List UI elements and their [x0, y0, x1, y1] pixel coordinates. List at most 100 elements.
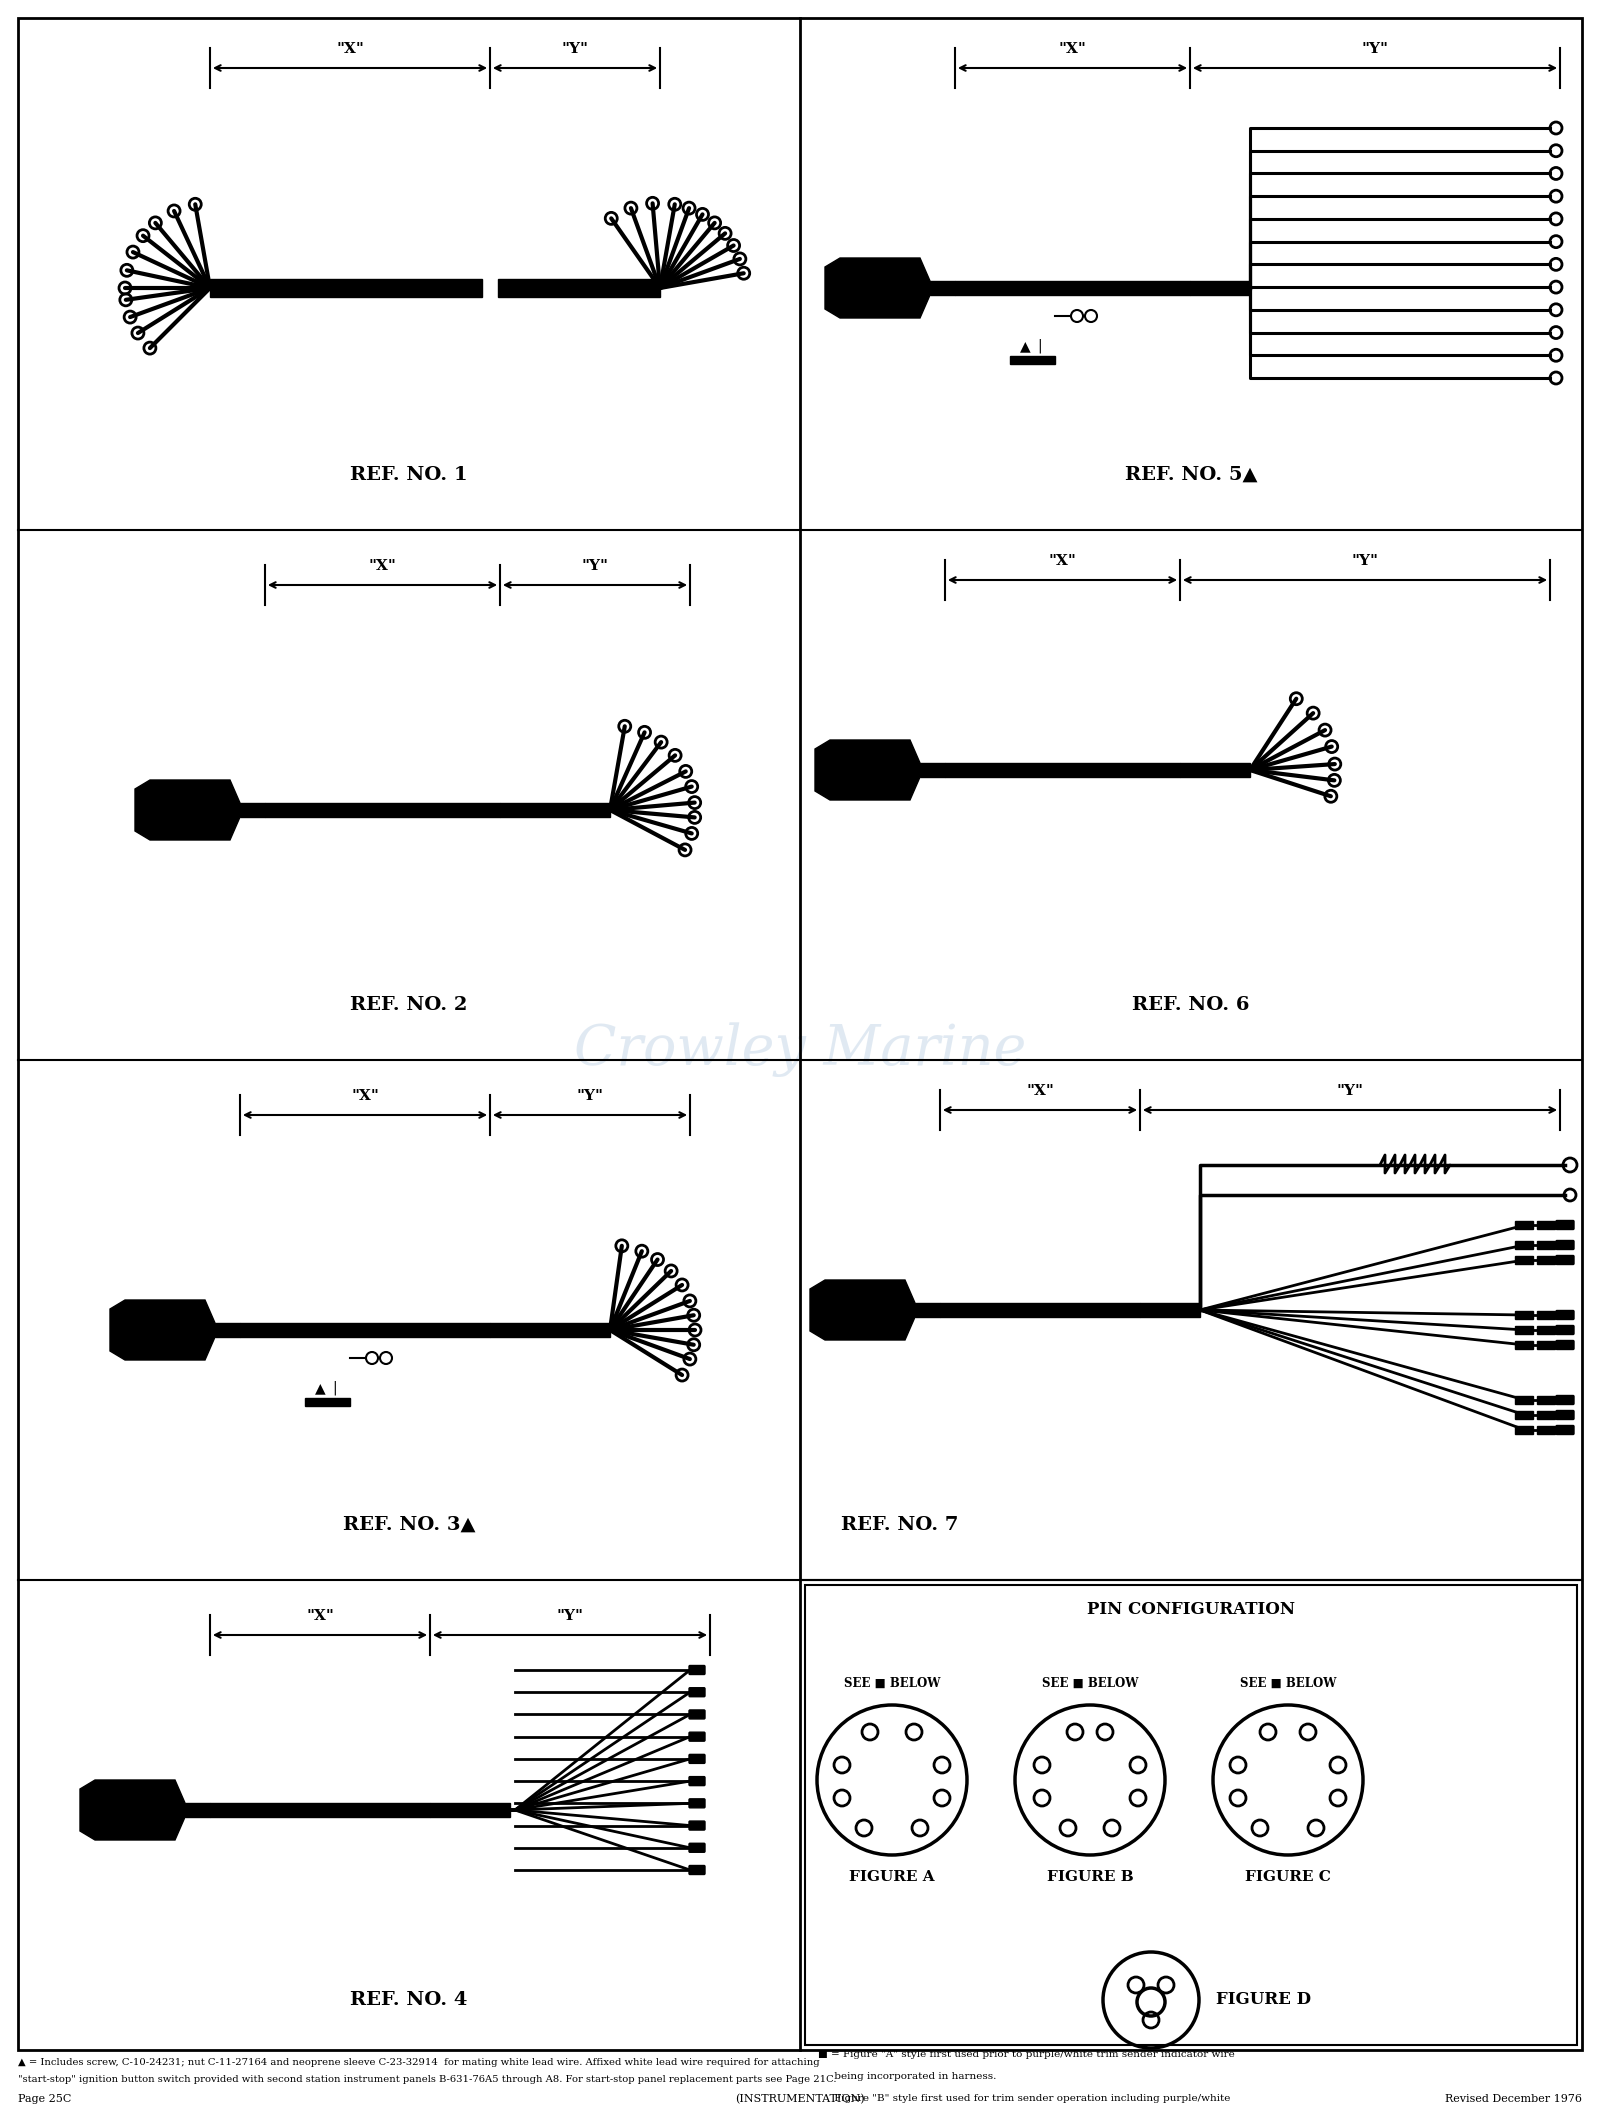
FancyBboxPatch shape — [1555, 1324, 1574, 1335]
Bar — [240, 804, 266, 816]
Bar — [1515, 1341, 1533, 1350]
Text: "X": "X" — [1059, 42, 1086, 57]
Bar — [1515, 1240, 1533, 1249]
FancyBboxPatch shape — [1555, 1341, 1574, 1350]
FancyBboxPatch shape — [690, 1866, 706, 1875]
FancyBboxPatch shape — [690, 1776, 706, 1786]
FancyBboxPatch shape — [690, 1843, 706, 1852]
Text: SEE ■ BELOW: SEE ■ BELOW — [1240, 1677, 1336, 1689]
FancyBboxPatch shape — [690, 1687, 706, 1698]
Text: FIGURE B: FIGURE B — [1046, 1871, 1133, 1883]
Bar — [430, 1803, 510, 1818]
Bar — [1010, 356, 1054, 365]
Text: Crowley Marine: Crowley Marine — [574, 1023, 1026, 1078]
Bar — [1538, 1327, 1555, 1335]
FancyBboxPatch shape — [690, 1710, 706, 1719]
Bar — [1515, 1221, 1533, 1230]
Bar — [1515, 1396, 1533, 1405]
Bar — [210, 278, 482, 297]
Text: "X": "X" — [350, 1088, 379, 1103]
Text: (INSTRUMENTATION): (INSTRUMENTATION) — [734, 2094, 866, 2105]
FancyBboxPatch shape — [1555, 1396, 1574, 1405]
Text: REF. NO. 2: REF. NO. 2 — [350, 995, 467, 1014]
Text: "Y": "Y" — [1336, 1084, 1363, 1099]
FancyBboxPatch shape — [1555, 1426, 1574, 1434]
Bar — [214, 1322, 240, 1337]
Text: being incorporated in harness.: being incorporated in harness. — [818, 2071, 997, 2082]
Bar — [805, 1586, 1578, 2046]
FancyBboxPatch shape — [1555, 1221, 1574, 1230]
Text: REF. NO. 4: REF. NO. 4 — [350, 1991, 467, 2010]
FancyBboxPatch shape — [1555, 1240, 1574, 1249]
Bar — [186, 1803, 210, 1818]
Text: "Y": "Y" — [1352, 555, 1379, 567]
Bar — [920, 763, 946, 776]
Polygon shape — [810, 1280, 915, 1339]
Text: "Y": "Y" — [576, 1088, 603, 1103]
FancyBboxPatch shape — [1555, 1411, 1574, 1419]
Text: REF. NO. 7: REF. NO. 7 — [842, 1516, 958, 1533]
Text: "Y": "Y" — [581, 559, 608, 574]
Text: "X": "X" — [336, 42, 363, 57]
Polygon shape — [80, 1780, 186, 1839]
Text: "Y": "Y" — [562, 42, 589, 57]
Text: |: | — [333, 1381, 338, 1396]
Text: FIGURE C: FIGURE C — [1245, 1871, 1331, 1883]
Bar — [306, 1398, 350, 1407]
Text: ▲ = Includes screw, C-10-24231; nut C-11-27164 and neoprene sleeve C-23-32914  f: ▲ = Includes screw, C-10-24231; nut C-11… — [18, 2058, 819, 2067]
Text: "start-stop" ignition button switch provided with second station instrument pane: "start-stop" ignition button switch prov… — [18, 2075, 837, 2084]
FancyBboxPatch shape — [1555, 1310, 1574, 1320]
FancyBboxPatch shape — [690, 1666, 706, 1675]
Bar — [1538, 1240, 1555, 1249]
Bar — [1538, 1341, 1555, 1350]
Bar — [1515, 1327, 1533, 1335]
Text: "X": "X" — [1026, 1084, 1054, 1099]
Text: "X": "X" — [1048, 555, 1077, 567]
Bar — [915, 1303, 941, 1316]
Bar — [266, 804, 499, 816]
Text: SEE ■ BELOW: SEE ■ BELOW — [1042, 1677, 1138, 1689]
Text: ▲: ▲ — [315, 1381, 325, 1394]
Text: "Y": "Y" — [1362, 42, 1389, 57]
Bar — [1190, 280, 1250, 295]
FancyBboxPatch shape — [690, 1820, 706, 1831]
Text: Page 25C: Page 25C — [18, 2094, 72, 2105]
Text: REF. NO. 1: REF. NO. 1 — [350, 466, 467, 483]
Bar — [1515, 1426, 1533, 1434]
FancyBboxPatch shape — [1555, 1255, 1574, 1265]
Bar — [499, 804, 610, 816]
Text: "X": "X" — [368, 559, 397, 574]
Text: ▲: ▲ — [1019, 340, 1030, 352]
Bar — [1139, 1303, 1200, 1316]
Text: Figure "B" style first used for trim sender operation including purple/white: Figure "B" style first used for trim sen… — [818, 2094, 1230, 2103]
FancyBboxPatch shape — [690, 1731, 706, 1742]
Text: ■ = Figure "A" style first used prior to purple/white trim sender indicator wire: ■ = Figure "A" style first used prior to… — [818, 2050, 1235, 2058]
Text: REF. NO. 6: REF. NO. 6 — [1133, 995, 1250, 1014]
Bar — [1515, 1411, 1533, 1419]
Bar — [1538, 1257, 1555, 1263]
Text: REF. NO. 5▲: REF. NO. 5▲ — [1125, 466, 1258, 483]
Bar — [1538, 1426, 1555, 1434]
Text: PIN CONFIGURATION: PIN CONFIGURATION — [1086, 1601, 1294, 1618]
Text: SEE ■ BELOW: SEE ■ BELOW — [843, 1677, 941, 1689]
Text: |: | — [1038, 340, 1042, 352]
Bar — [946, 763, 1181, 776]
Bar — [1515, 1257, 1533, 1263]
Text: "X": "X" — [306, 1609, 334, 1624]
Bar — [1515, 1312, 1533, 1318]
Text: Revised December 1976: Revised December 1976 — [1445, 2094, 1582, 2105]
Bar — [1538, 1411, 1555, 1419]
Polygon shape — [814, 740, 920, 799]
Bar — [941, 1303, 1139, 1316]
Bar — [240, 1322, 490, 1337]
Text: FIGURE D: FIGURE D — [1216, 1991, 1310, 2008]
Bar — [955, 280, 1190, 295]
Bar — [1538, 1312, 1555, 1318]
Polygon shape — [134, 780, 240, 839]
FancyBboxPatch shape — [690, 1799, 706, 1807]
Text: "Y": "Y" — [557, 1609, 584, 1624]
Bar — [210, 1803, 430, 1818]
Bar — [490, 1322, 610, 1337]
FancyBboxPatch shape — [690, 1755, 706, 1763]
Bar — [1538, 1221, 1555, 1230]
